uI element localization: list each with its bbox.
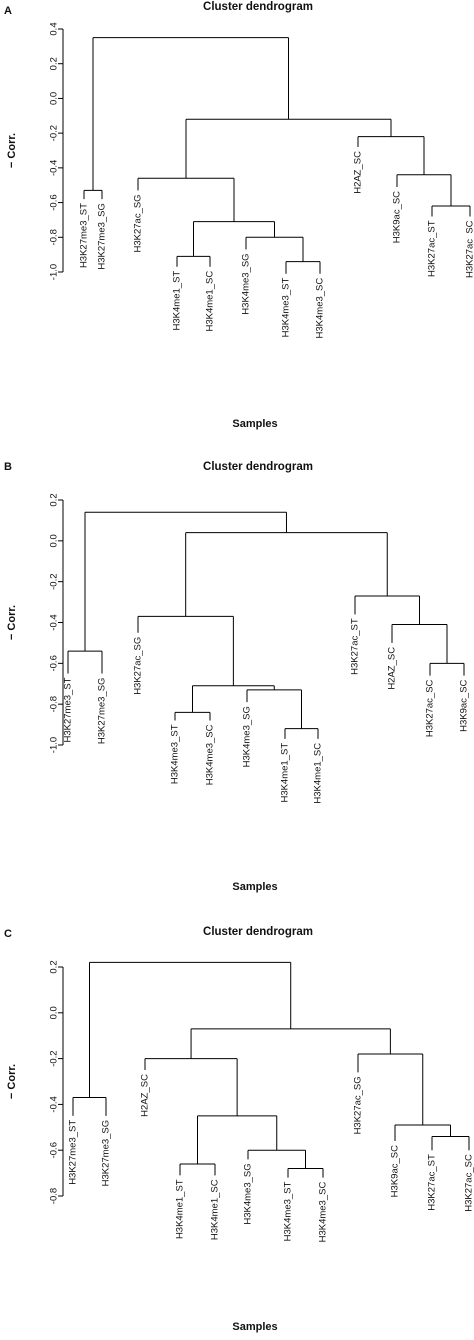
panel-b-y-tick-label: -0.2 (49, 573, 60, 589)
panel-a-leaf-label: H3K4me1_SC (205, 271, 216, 332)
panel-a-x-axis-label: Samples (232, 418, 277, 430)
panel-a-y-tick-label: -0.2 (49, 125, 60, 141)
panel-c-y-tick-label: 0.0 (49, 1006, 60, 1019)
panel-b-x-axis-label: Samples (232, 881, 277, 893)
panel-c-y-tick-label: 0.2 (49, 960, 60, 973)
panel-b-letter: B (4, 461, 12, 473)
panel-c-x-axis-label: Samples (232, 1321, 277, 1333)
panel-b-y-tick-label: 0.2 (49, 493, 60, 506)
panel-b-y-tick-label: 0.0 (49, 534, 60, 547)
panel-c-y-axis-label: − Corr. (6, 1064, 18, 1099)
panel-b-leaf-label: H3K4me1_SC (313, 743, 324, 804)
panel-a-y-tick-label: 0.0 (49, 92, 60, 105)
panel-c-leaf-label: H3K4me3_SC (318, 1182, 329, 1243)
panel-b-leaf-label: H3K27ac_SG (133, 637, 144, 695)
panel-b-leaf-label: H3K27ac_ST (350, 618, 361, 675)
panel-a-y-tick-label: -0.4 (49, 160, 60, 176)
panel-a-y-tick-label: -0.8 (49, 229, 60, 245)
panel-c-leaf-label: H3K4me3_SG (243, 1163, 254, 1224)
panel-c-y-tick-label: -0.4 (49, 1096, 60, 1112)
panel-a-leaf-label: H3K27me3_ST (79, 203, 90, 268)
panel-c-y-tick-label: -0.2 (49, 1050, 60, 1066)
panel-b-leaf-label: H3K9ac_SC (459, 679, 470, 731)
panel-a-leaf-label: H3K4me3_ST (281, 278, 292, 338)
panel-a-leaf-label: H3K27ac_SC (465, 220, 474, 278)
panel-c-leaf-label: H3K9ac_SC (390, 1145, 401, 1197)
panel-a-y-tick-label: 0.2 (49, 57, 60, 70)
panel-a-letter: A (4, 5, 12, 17)
panel-a-title: Cluster dendrogram (203, 1, 313, 13)
panel-c-leaf-label: H3K4me3_ST (283, 1181, 294, 1241)
panel-b-y-tick-label: -0.6 (49, 655, 60, 671)
panel-b-leaf-label: H3K4me1_ST (280, 743, 291, 803)
panel-c-letter: C (4, 928, 12, 940)
panel-c-y-tick-label: -0.6 (49, 1142, 60, 1158)
panel-b-y-tick-label: -1.0 (49, 737, 60, 753)
panel-b-y-axis-label: − Corr. (6, 605, 18, 640)
panel-c-leaf-label: H3K27ac_SC (464, 1154, 474, 1212)
panel-b-leaf-label: H3K27ac_SC (425, 679, 436, 737)
panel-b-leaf-label: H2AZ_SC (387, 647, 398, 690)
panel-b-leaf-label: H3K27me3_SG (97, 678, 108, 745)
panel-b-leaf-label: H3K4me3_ST (170, 724, 181, 784)
panel-c-leaf-label: H3K4me1_SC (210, 1179, 221, 1240)
panel-c-leaf-label: H3K27me3_SG (101, 1120, 112, 1187)
panel-c-leaf-label: H3K27ac_SG (353, 1076, 364, 1134)
panel-c-leaf-label: H3K27ac_ST (427, 1154, 438, 1211)
panel-a-leaf-label: H3K27me3_SG (97, 203, 108, 270)
panel-a-leaf-label: H3K4me1_ST (172, 271, 183, 331)
panel-c-leaf-label: H3K27me3_ST (68, 1120, 79, 1185)
panel-b-y-tick-label: -0.8 (49, 696, 60, 712)
panel-b-leaf-label: H3K4me3_SG (242, 706, 253, 767)
panel-c-y-tick-label: -0.8 (49, 1188, 60, 1204)
panel-a-y-axis-label: − Corr. (6, 133, 18, 168)
panel-b-leaf-label: H3K4me3_SC (205, 724, 216, 785)
panel-c-title: Cluster dendrogram (203, 926, 313, 938)
panel-a-y-tick-label: -1.0 (49, 264, 60, 280)
panel-b-title: Cluster dendrogram (203, 461, 313, 473)
panel-a-leaf-label: H3K27ac_SG (133, 194, 144, 252)
panel-a-leaf-label: H3K27ac_ST (427, 220, 438, 277)
panel-b-leaf-label: H3K27me3_ST (63, 677, 74, 742)
panel-a-leaf-label: H3K4me3_SG (241, 253, 252, 314)
panel-c-leaf-label: H2AZ_SC (140, 1074, 151, 1117)
panel-a-leaf-label: H3K4me3_SC (315, 278, 326, 339)
panel-c-leaf-label: H3K4me1_ST (175, 1179, 186, 1239)
panel-a-leaf-label: H2AZ_SC (353, 151, 364, 194)
panel-a-leaf-label: H3K9ac_SC (392, 191, 403, 243)
panel-b-y-tick-label: -0.4 (49, 614, 60, 630)
panel-a-y-tick-label: -0.6 (49, 194, 60, 210)
panel-a-y-tick-label: 0.4 (49, 22, 60, 35)
